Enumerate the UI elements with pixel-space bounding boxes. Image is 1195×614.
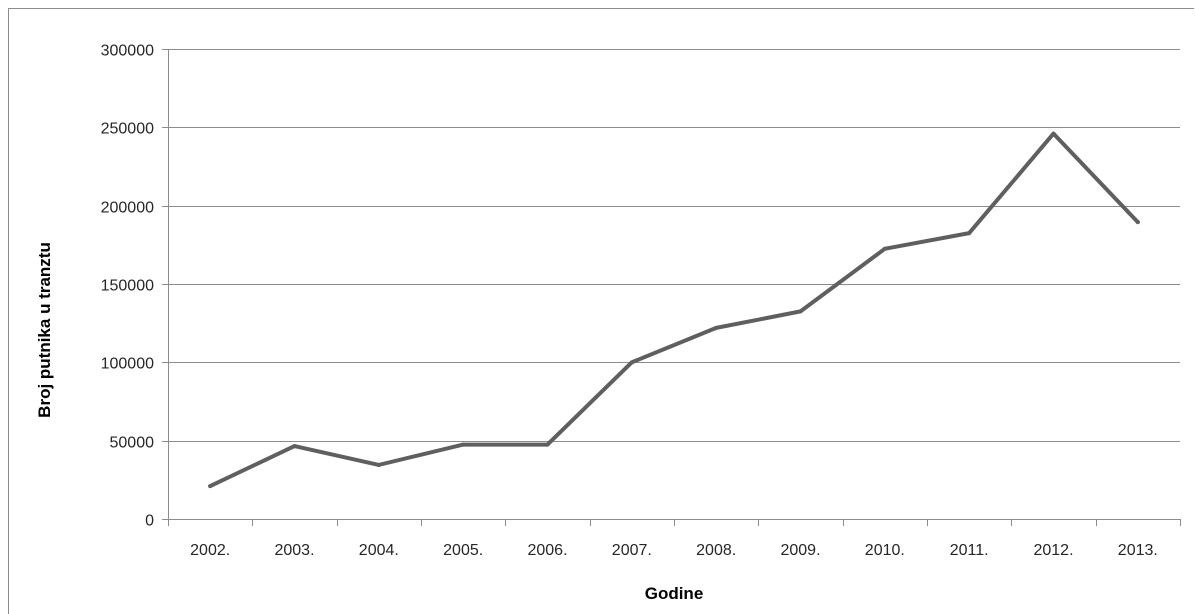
x-tick-label: 2009. (780, 542, 820, 559)
data-point (376, 462, 381, 467)
x-axis-title: Godine (645, 584, 704, 603)
series (208, 131, 1140, 489)
x-tick-labels: 2002. 2003. 2004. 2005. 2006. 2007. 2008. 2009.… (190, 542, 1158, 559)
x-tick-label: 2008. (696, 542, 736, 559)
x-tick-label: 2013. (1118, 542, 1158, 559)
data-point (629, 360, 634, 365)
x-tick-label: 2006. (527, 542, 567, 559)
x-tick-label: 2003. (274, 542, 314, 559)
x-tick-label: 2007. (612, 542, 652, 559)
x-tick-label: 2004. (359, 542, 399, 559)
data-point (1135, 220, 1140, 225)
y-tick-labels: 0 50000 100000 150000 200000 250000 300000 (101, 43, 154, 530)
data-point (1051, 131, 1056, 136)
data-point (545, 442, 550, 447)
data-point (882, 246, 887, 251)
x-tick-label: 2012. (1033, 542, 1073, 559)
data-point (967, 231, 972, 236)
data-point (798, 309, 803, 314)
axes (162, 49, 1181, 526)
y-tick-label: 250000 (101, 121, 154, 138)
data-point (461, 442, 466, 447)
x-tick-label: 2002. (190, 542, 230, 559)
data-point (292, 444, 297, 449)
y-tick-label: 50000 (110, 435, 155, 452)
data-point (714, 325, 719, 330)
x-tick-label: 2011. (950, 542, 989, 559)
series-line (208, 131, 1140, 489)
x-tick-label: 2005. (443, 542, 483, 559)
y-tick-label: 100000 (101, 356, 154, 373)
gridlines (168, 49, 1180, 442)
y-axis-title: Broj putnika u tranztu (35, 242, 54, 418)
y-tick-label: 150000 (101, 278, 154, 295)
chart-frame (8, 8, 1194, 614)
data-point (208, 484, 213, 489)
y-tick-label: 0 (145, 513, 154, 530)
x-tick-label: 2010. (865, 542, 905, 559)
y-tick-label: 200000 (101, 200, 154, 217)
y-tick-label: 300000 (101, 43, 154, 60)
